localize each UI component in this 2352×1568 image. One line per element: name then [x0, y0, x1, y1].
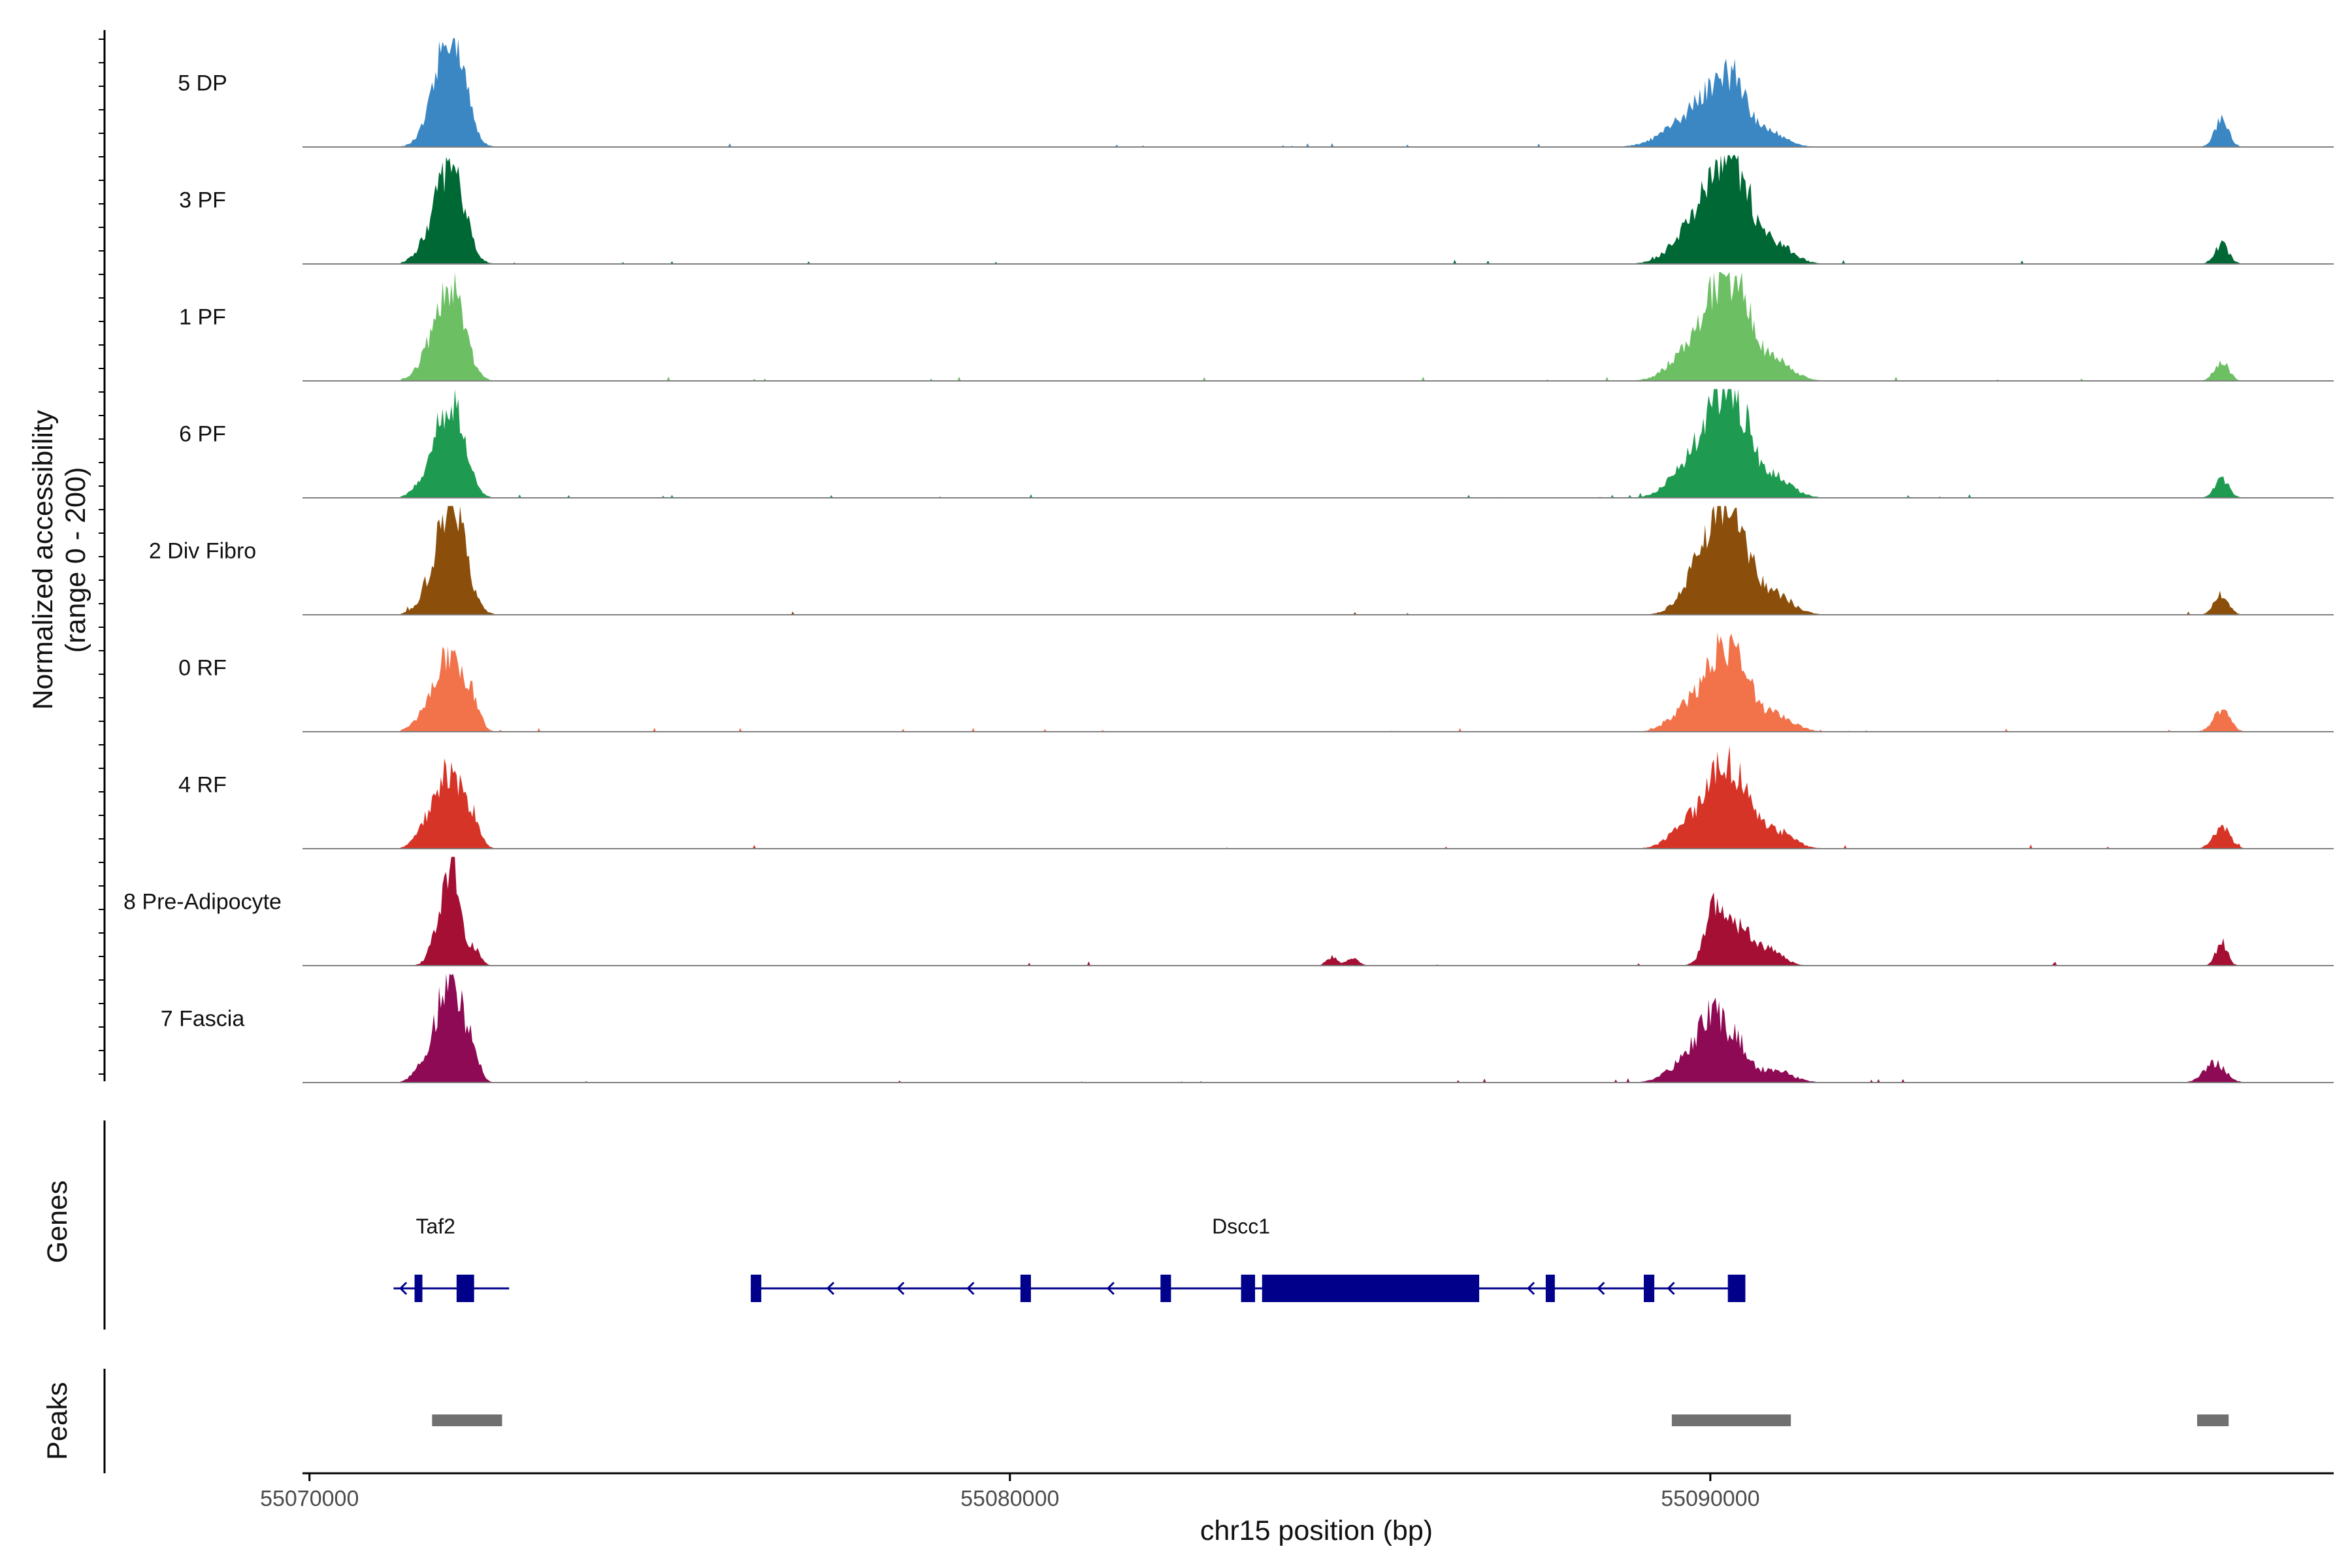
track-label-5: 0 RF — [178, 656, 227, 681]
track-label-2: 1 PF — [179, 305, 226, 330]
strand-arrow-1 — [826, 1281, 835, 1296]
coverage-area-6 — [400, 745, 2243, 849]
exon-1-4 — [1262, 1275, 1480, 1302]
exon-1-1 — [1020, 1275, 1031, 1302]
peak-bar-0 — [432, 1414, 502, 1426]
coverage-area-4 — [400, 506, 2243, 615]
track-label-3: 6 PF — [179, 422, 226, 447]
strand-arrow-1 — [1667, 1281, 1675, 1296]
exon-1-3 — [1241, 1275, 1256, 1302]
x-axis-title: chr15 position (bp) — [1200, 1515, 1433, 1546]
x-tick-label-2: 55090000 — [1661, 1486, 1759, 1511]
gene-label-0: Taf2 — [416, 1215, 455, 1238]
exon-1-6 — [1644, 1275, 1655, 1302]
track-label-6: 4 RF — [178, 773, 227, 798]
coverage-area-3 — [400, 389, 2243, 498]
x-tick-label-1: 55080000 — [960, 1486, 1059, 1511]
exon-1-7 — [1727, 1275, 1746, 1302]
y-axis-title-line1: Normalized accessibility — [27, 410, 59, 710]
track-label-1: 3 PF — [179, 188, 226, 213]
strand-arrow-1 — [966, 1281, 975, 1296]
track-label-7: 8 Pre-Adipocyte — [123, 890, 282, 915]
peak-bar-2 — [2197, 1414, 2229, 1426]
coverage-area-2 — [400, 272, 2243, 381]
track-label-8: 7 Fascia — [161, 1007, 245, 1032]
coverage-area-7 — [400, 857, 2243, 966]
x-tick-label-0: 55070000 — [260, 1486, 359, 1511]
gene-panel: Taf2 Dscc1 — [103, 1120, 1746, 1330]
x-axis: 55070000 55080000 55090000 — [260, 1472, 2334, 1511]
strand-arrow-1 — [896, 1281, 905, 1296]
track-label-0: 5 DP — [178, 71, 227, 96]
strand-arrow-1 — [1597, 1281, 1605, 1296]
y-axis-title-line2: (range 0 - 200) — [60, 467, 91, 653]
coverage-tracks: 5 DP 3 PF 1 PF 6 PF 2 Div Fibro 0 RF 4 RF 8 Pre… — [99, 30, 2334, 1083]
track-label-4: 2 Div Fibro — [149, 539, 256, 564]
exon-0-1 — [456, 1275, 474, 1302]
exon-1-2 — [1160, 1275, 1171, 1302]
peak-panel — [103, 1369, 2229, 1473]
coverage-area-5 — [400, 632, 2243, 732]
genes-panel-title: Genes — [42, 1181, 73, 1264]
coverage-area-0 — [400, 38, 2243, 147]
peak-bar-1 — [1671, 1414, 1791, 1426]
exon-1-0 — [751, 1275, 762, 1302]
strand-arrow-1 — [1106, 1281, 1115, 1296]
peaks-panel-title: Peaks — [42, 1382, 73, 1460]
exon-0-0 — [414, 1275, 423, 1302]
coverage-area-1 — [400, 155, 2243, 264]
strand-arrow-0 — [399, 1281, 408, 1296]
gene-label-1: Dscc1 — [1212, 1215, 1270, 1238]
coverage-area-8 — [400, 973, 2243, 1083]
strand-arrow-1 — [1526, 1281, 1535, 1296]
exon-1-5 — [1545, 1275, 1555, 1302]
